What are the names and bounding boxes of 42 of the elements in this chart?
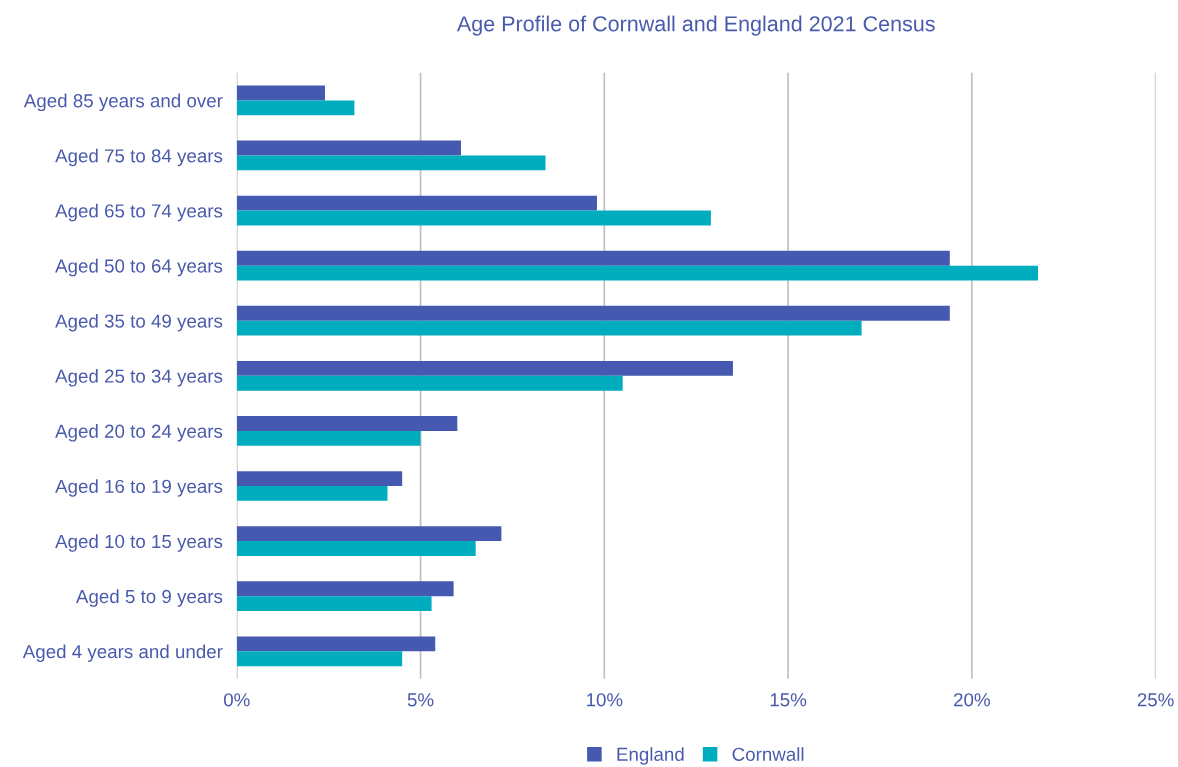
bar xyxy=(236,375,623,391)
y-tick-label: Aged 85 years and over xyxy=(23,93,223,112)
legend-label: England xyxy=(617,747,684,765)
bar xyxy=(236,140,461,156)
y-tick-label: Aged 65 to 74 years xyxy=(55,203,223,222)
x-tick-label: 10% xyxy=(586,693,623,707)
bar xyxy=(236,416,458,431)
y-tick-label: Aged 20 to 24 years xyxy=(55,424,223,442)
y-tick-label: Aged 50 to 64 years xyxy=(55,258,223,277)
bar xyxy=(236,651,403,667)
bar xyxy=(236,526,502,542)
y-tick-label: Aged 5 to 9 years xyxy=(75,589,223,607)
bar xyxy=(236,85,325,101)
bar xyxy=(236,581,454,597)
bar xyxy=(236,320,862,336)
y-tick-label: Aged 16 to 19 years xyxy=(55,479,223,497)
y-tick-label: Aged 4 years and under xyxy=(22,644,223,662)
bar xyxy=(236,195,597,211)
y-tick-label: Aged 10 to 15 years xyxy=(55,534,223,552)
y-tick-label: Aged 75 to 84 years xyxy=(55,148,223,167)
x-tick-label: 5% xyxy=(407,693,434,707)
bar xyxy=(236,100,355,116)
legend-label: Cornwall xyxy=(732,747,804,761)
chart-title: Age Profile of Cornwall and England 2021 Census xyxy=(456,15,935,36)
y-tick-label: Aged 35 to 49 years xyxy=(55,313,223,332)
bar xyxy=(236,596,432,612)
y-tick-label: Aged 25 to 34 years xyxy=(55,369,223,387)
bar xyxy=(236,471,403,486)
bar xyxy=(236,636,436,652)
bar xyxy=(236,305,950,321)
bar xyxy=(236,210,711,226)
x-tick-label: 15% xyxy=(770,693,807,707)
bar xyxy=(236,430,421,446)
x-tick-label: 0% xyxy=(223,693,250,707)
x-tick-label: 20% xyxy=(954,693,990,707)
bar xyxy=(236,486,388,501)
bar xyxy=(236,541,476,556)
x-tick-label: 25% xyxy=(1137,693,1174,707)
bar xyxy=(236,155,546,171)
bar xyxy=(236,265,1039,281)
bar xyxy=(236,250,950,266)
bar xyxy=(236,360,733,376)
